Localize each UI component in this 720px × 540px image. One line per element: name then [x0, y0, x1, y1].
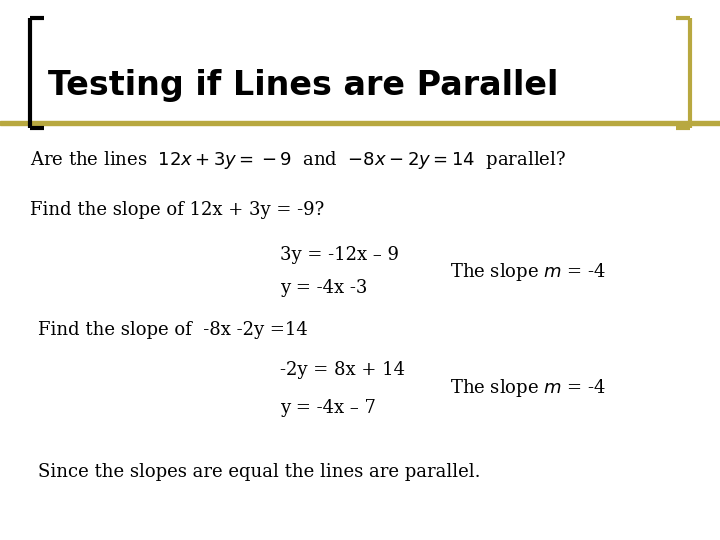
Text: y = -4x – 7: y = -4x – 7: [280, 399, 376, 417]
Text: The slope $\mathit{m}$ = -4: The slope $\mathit{m}$ = -4: [450, 377, 606, 399]
Text: y = -4x -3: y = -4x -3: [280, 279, 367, 297]
Text: Since the slopes are equal the lines are parallel.: Since the slopes are equal the lines are…: [38, 463, 480, 481]
Text: Find the slope of  -8x -2y =14: Find the slope of -8x -2y =14: [38, 321, 307, 339]
Text: 3y = -12x – 9: 3y = -12x – 9: [280, 246, 399, 264]
Text: Find the slope of 12x + 3y = -9?: Find the slope of 12x + 3y = -9?: [30, 201, 324, 219]
Text: Are the lines  $12x+3y=-9$  and  $-8x-2y=14$  parallel?: Are the lines $12x+3y=-9$ and $-8x-2y=14…: [30, 149, 566, 171]
Bar: [0, 121, 720, 125]
Text: Testing if Lines are Parallel: Testing if Lines are Parallel: [48, 69, 559, 102]
Text: The slope $\mathit{m}$ = -4: The slope $\mathit{m}$ = -4: [450, 261, 606, 283]
Text: -2y = 8x + 14: -2y = 8x + 14: [280, 361, 405, 379]
